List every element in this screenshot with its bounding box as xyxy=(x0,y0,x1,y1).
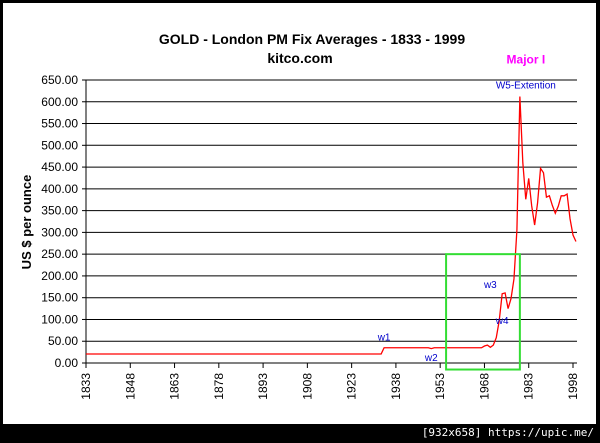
x-tick-label: 1848 xyxy=(123,373,137,400)
y-tick-label: 550.00 xyxy=(41,117,78,131)
y-tick-label: 50.00 xyxy=(48,334,78,348)
highlight-box xyxy=(445,253,521,371)
y-axis-label: US $ per ounce xyxy=(19,175,34,270)
x-tick-label: 1998 xyxy=(566,373,580,400)
y-tick-label: 400.00 xyxy=(41,182,78,196)
y-tick-label: 250.00 xyxy=(41,247,78,261)
x-tick-label: 1968 xyxy=(477,373,491,400)
x-tick-label: 1923 xyxy=(345,373,359,400)
x-tick-label: 1983 xyxy=(522,373,536,400)
x-tick-label: 1953 xyxy=(433,373,447,400)
y-tick-label: 300.00 xyxy=(41,225,78,239)
annotation-label: w1 xyxy=(377,332,391,343)
y-tick-label: 150.00 xyxy=(41,291,78,305)
y-tick-label: 0.00 xyxy=(55,356,79,370)
x-tick-label: 1908 xyxy=(300,373,314,400)
annotation-label: W5-Extention xyxy=(496,81,556,92)
gold-price-line xyxy=(86,96,577,355)
y-tick-label: 350.00 xyxy=(41,204,78,218)
y-tick-label: 200.00 xyxy=(41,269,78,283)
annotation-label: Major I xyxy=(507,52,546,66)
x-tick-label: 1833 xyxy=(79,373,93,400)
x-tick-label: 1893 xyxy=(256,373,270,400)
x-tick-label: 1878 xyxy=(212,373,226,400)
x-tick-label: 1863 xyxy=(168,373,182,400)
watermark: [932x658] https://upic.me/ xyxy=(421,426,594,439)
y-tick-label: 650.00 xyxy=(41,73,78,87)
annotation-label: w4 xyxy=(495,316,509,327)
y-tick-label: 450.00 xyxy=(41,160,78,174)
y-tick-label: 100.00 xyxy=(41,312,78,326)
chart-subtitle: kitco.com xyxy=(267,50,332,66)
y-tick-label: 600.00 xyxy=(41,95,78,109)
x-tick-label: 1938 xyxy=(389,373,403,400)
chart-title: GOLD - London PM Fix Averages - 1833 - 1… xyxy=(159,31,465,47)
annotation-label: w3 xyxy=(483,280,497,291)
y-tick-label: 500.00 xyxy=(41,138,78,152)
annotation-label: w2 xyxy=(424,353,438,364)
